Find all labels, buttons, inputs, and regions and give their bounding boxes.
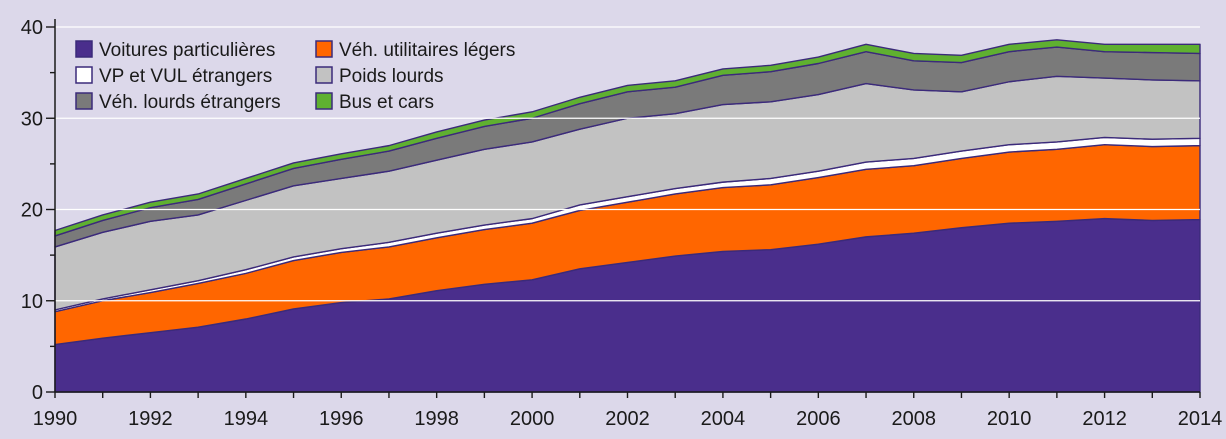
legend-label-4: Véh. lourds étrangers (99, 92, 281, 113)
legend-item-1: Véh. utilitaires légers (315, 40, 515, 61)
y-tick-label-4: 40 (21, 17, 43, 39)
legend-item-2: VP et VUL étrangers (75, 66, 272, 87)
x-tick-label-0: 1990 (33, 408, 78, 430)
legend-swatch-2 (75, 66, 93, 84)
legend-label-2: VP et VUL étrangers (99, 66, 272, 87)
legend-swatch-5 (315, 92, 333, 110)
area-series-5 (54, 39, 1201, 237)
legend-item-0: Voitures particulières (75, 40, 275, 61)
x-tick-label-2: 1994 (224, 408, 269, 430)
x-tick-label-4: 1998 (414, 408, 459, 430)
x-tick-label-1: 1992 (128, 408, 173, 430)
legend-label-5: Bus et cars (339, 92, 434, 113)
legend-label-0: Voitures particulières (99, 40, 275, 61)
x-tick-label-10: 2010 (987, 408, 1032, 430)
x-tick-label-5: 2000 (510, 408, 555, 430)
x-tick-label-3: 1996 (319, 408, 364, 430)
legend-swatch-1 (315, 40, 333, 58)
x-tick-label-6: 2002 (605, 408, 650, 430)
y-tick-label-1: 10 (21, 291, 43, 313)
legend-swatch-0 (75, 40, 93, 58)
legend-item-5: Bus et cars (315, 92, 434, 113)
legend-swatch-3 (315, 66, 333, 84)
legend-label-1: Véh. utilitaires légers (339, 40, 515, 61)
x-tick-label-8: 2006 (796, 408, 841, 430)
legend-label-3: Poids lourds (339, 66, 444, 87)
x-tick-label-11: 2012 (1082, 408, 1127, 430)
legend-item-3: Poids lourds (315, 66, 444, 87)
y-tick-label-0: 0 (32, 382, 43, 404)
x-tick-label-7: 2004 (701, 408, 746, 430)
y-tick-label-2: 20 (21, 200, 43, 222)
x-tick-label-12: 2014 (1178, 408, 1223, 430)
x-tick-label-9: 2008 (892, 408, 937, 430)
legend-swatch-4 (75, 92, 93, 110)
y-tick-label-3: 30 (21, 108, 43, 130)
legend-item-4: Véh. lourds étrangers (75, 92, 281, 113)
